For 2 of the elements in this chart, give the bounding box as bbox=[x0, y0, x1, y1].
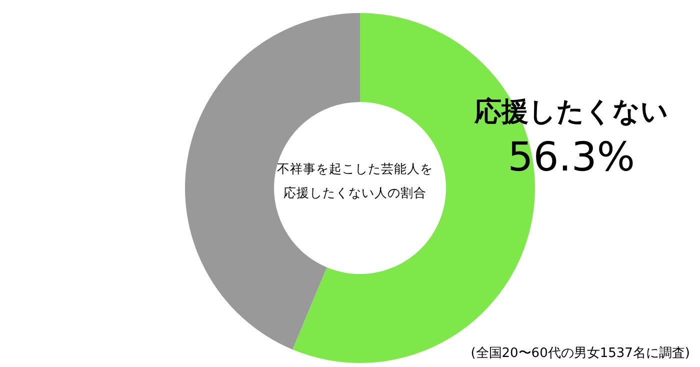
text: 不祥事を起こした芸能人を応援したくない人の割合 bbox=[277, 160, 433, 202]
text: (全国20〜60代の男女1537名に調査) bbox=[470, 345, 690, 362]
